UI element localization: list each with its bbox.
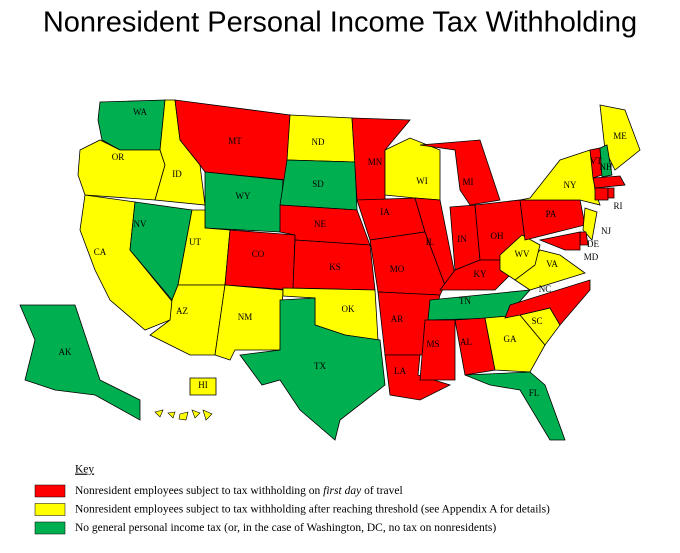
state-label: UT [189, 237, 201, 247]
state-label: CO [252, 249, 265, 259]
state-label: NJ [601, 226, 611, 236]
state-label: IL [426, 237, 435, 247]
state-label: WI [416, 176, 428, 186]
key-text: Nonresident employees subject to tax wit… [75, 485, 403, 497]
state-label: VA [546, 259, 558, 269]
state-label: SD [312, 179, 324, 189]
state-label: NV [134, 219, 147, 229]
island [191, 409, 201, 419]
state-label: DE [587, 239, 599, 249]
states [19, 99, 641, 441]
state-label: HI [198, 380, 208, 390]
key-text: Nonresident employees subject to tax wit… [75, 503, 550, 515]
state-label: NH [600, 162, 613, 172]
state-label: OK [342, 304, 355, 314]
key-text-part: Nonresident employees subject to tax wit… [75, 485, 323, 497]
state [538, 231, 581, 251]
state [189, 377, 217, 396]
state-label: IA [380, 207, 390, 217]
key-heading: Key [75, 464, 94, 476]
state [239, 297, 386, 441]
state-label: MS [426, 339, 439, 349]
key-text-part: of travel [361, 485, 403, 497]
state-label: NY [564, 180, 577, 190]
state [592, 175, 626, 189]
key-text: No general personal income tax (or, in t… [75, 522, 496, 534]
state [607, 187, 615, 199]
key-swatch [34, 503, 66, 516]
key-text-part: No general personal income tax (or, in t… [75, 522, 496, 534]
title: Nonresident Personal Income Tax Withhold… [43, 7, 637, 39]
state [599, 144, 613, 178]
state-label: RI [614, 201, 623, 211]
state-label: AZ [176, 306, 188, 316]
state-label: AR [391, 314, 404, 324]
island [178, 411, 189, 421]
state [594, 187, 609, 201]
state-label: ND [312, 137, 325, 147]
state-label: MI [463, 177, 474, 187]
state [504, 279, 591, 326]
state-label: MT [228, 136, 242, 146]
state [519, 149, 601, 206]
state [499, 234, 541, 281]
key-swatch [34, 484, 66, 498]
island [202, 409, 213, 421]
state-label: AK [59, 347, 72, 357]
state [464, 371, 566, 441]
state-label: VT [590, 156, 602, 166]
state [582, 207, 598, 241]
state [214, 284, 284, 361]
state [204, 171, 284, 233]
state-label: ID [172, 169, 182, 179]
state-label: AL [460, 337, 472, 347]
state-label: MO [390, 264, 405, 274]
state-label: MD [584, 252, 599, 262]
state-label: CA [94, 247, 107, 257]
key: Nonresident employees subject to tax wit… [34, 484, 550, 535]
state [224, 229, 296, 291]
state-label: ME [613, 131, 627, 141]
island [167, 411, 176, 419]
key-text-part: Nonresident employees subject to tax wit… [75, 503, 550, 515]
state-label: KS [329, 262, 341, 272]
state-label: PA [546, 209, 557, 219]
state [384, 354, 452, 401]
state [384, 137, 441, 201]
state-label: TN [459, 296, 471, 306]
state-labels: WA OR CA ID NV MT WY UT AZ CO NM ND SD NE KS OK TX MN IA MO… [59, 107, 628, 398]
state-label: NC [539, 284, 552, 294]
state-label: IN [457, 234, 467, 244]
state-label: NM [238, 312, 253, 322]
state-label: SC [531, 316, 542, 326]
state [599, 104, 641, 171]
state-label: LA [394, 366, 406, 376]
key-swatch [34, 521, 66, 535]
state [97, 99, 166, 151]
state-label: GA [504, 334, 517, 344]
state-label: NE [314, 219, 326, 229]
state-label: FL [529, 388, 540, 398]
state-label: MN [368, 157, 383, 167]
state-label: TX [314, 361, 326, 371]
state [19, 304, 141, 421]
state-label: OH [491, 231, 504, 241]
state-label: OR [112, 152, 125, 162]
state-label: WA [133, 107, 147, 117]
state [419, 319, 456, 381]
island [154, 409, 164, 418]
state-label: WY [236, 191, 251, 201]
state-label: WV [515, 249, 530, 259]
state-label: KY [474, 269, 487, 279]
key-text-part: first day [323, 485, 362, 497]
